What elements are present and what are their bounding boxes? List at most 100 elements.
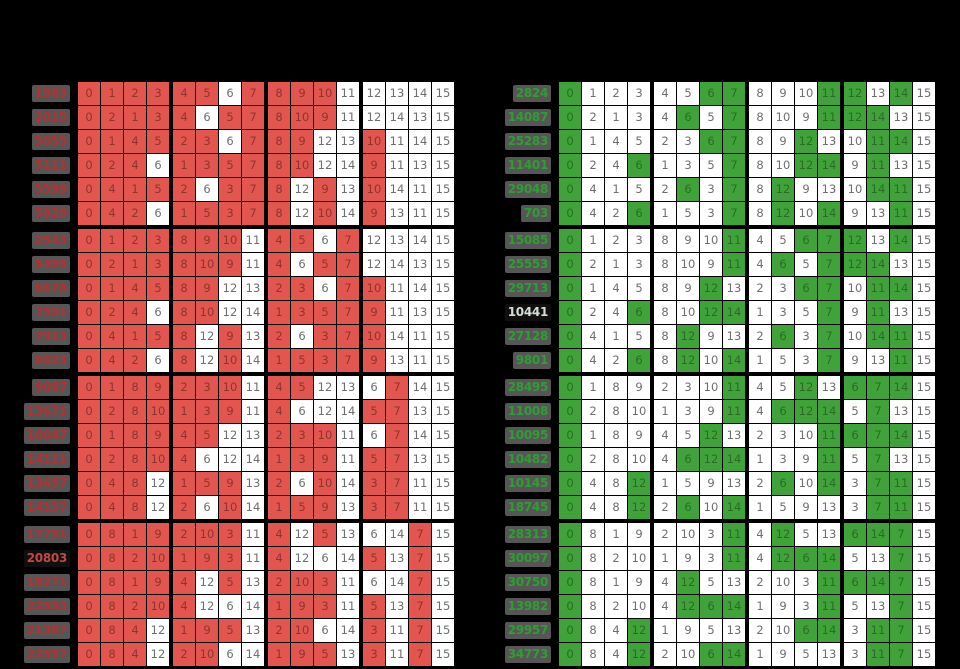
perm-cell: 13 (242, 472, 264, 495)
row-label: 6678 (31, 280, 70, 297)
table-row: 703 0 4 2 6 1 5 3 7 8 12 10 14 9 13 11 15 (495, 202, 935, 225)
perm-cell-highlighted: 11 (723, 229, 745, 252)
perm-cell: 12 (314, 130, 336, 153)
perm-cell-highlighted: 4 (124, 130, 146, 153)
perm-cell: 15 (913, 523, 935, 546)
table-row: 5599 0 4 1 5 2 6 3 7 8 12 9 13 10 14 11 15 (14, 178, 454, 201)
row-label-cell: 27128 (495, 325, 551, 348)
perm-cell: 8 (582, 643, 604, 666)
row-label: 5929 (31, 205, 70, 222)
perm-cell-highlighted: 8 (124, 424, 146, 447)
table-row: 2015 0 2 1 3 4 6 5 7 8 10 9 11 12 14 13 15 (14, 106, 454, 129)
perm-cell: 8 (605, 376, 627, 399)
row-label-cell: 10482 (495, 448, 551, 471)
perm-cell: 5 (844, 547, 866, 570)
perm-cell: 14 (386, 178, 408, 201)
perm-cell-highlighted: 7 (867, 424, 889, 447)
perm-cell-highlighted: 2 (101, 106, 123, 129)
perm-cell-highlighted: 6 (844, 424, 866, 447)
perm-cell-highlighted: 7 (409, 595, 431, 618)
perm-cell-highlighted: 8 (124, 400, 146, 423)
perm-cell: 9 (795, 448, 817, 471)
perm-cell: 15 (913, 448, 935, 471)
perm-cell-highlighted: 8 (124, 448, 146, 471)
perm-cell-highlighted: 2 (101, 154, 123, 177)
perm-cell-highlighted: 3 (147, 253, 169, 276)
perm-cell: 4 (749, 229, 771, 252)
perm-cell-highlighted: 3 (219, 178, 241, 201)
row-label-cell: 5599 (14, 178, 70, 201)
perm-cell: 2 (749, 277, 771, 300)
row-label-cell: 22557 (14, 643, 70, 666)
perm-cell: 1 (749, 349, 771, 372)
perm-cell-highlighted: 7 (409, 523, 431, 546)
row-label-cell: 9087 (14, 376, 70, 399)
perm-cell-highlighted: 14 (867, 178, 889, 201)
perm-cell-highlighted: 4 (173, 424, 195, 447)
perm-cell: 1 (654, 619, 676, 642)
perm-cell-highlighted: 2 (124, 349, 146, 372)
row-label-cell: 10145 (495, 472, 551, 495)
perm-cell: 12 (219, 277, 241, 300)
perm-cell-highlighted: 0 (559, 547, 581, 570)
perm-cell-highlighted: 10 (314, 424, 336, 447)
perm-cell-highlighted: 4 (101, 496, 123, 519)
perm-cell-highlighted: 14 (867, 571, 889, 594)
perm-cell: 4 (605, 277, 627, 300)
perm-cell: 15 (432, 643, 454, 666)
perm-cell-highlighted: 4 (173, 448, 195, 471)
perm-cell: 5 (628, 325, 650, 348)
perm-cell-highlighted: 14 (723, 349, 745, 372)
perm-cell-highlighted: 12 (772, 202, 794, 225)
row-label-cell: 5055 (14, 130, 70, 153)
perm-cell: 13 (818, 178, 840, 201)
perm-cell-highlighted: 12 (677, 571, 699, 594)
perm-cell-highlighted: 4 (101, 202, 123, 225)
perm-cell: 15 (432, 325, 454, 348)
perm-cell: 13 (723, 424, 745, 447)
perm-cell-highlighted: 7 (242, 154, 264, 177)
perm-cell: 2 (582, 400, 604, 423)
perm-cell: 10 (795, 202, 817, 225)
perm-cell-highlighted: 0 (78, 523, 100, 546)
perm-cell-highlighted: 7 (242, 130, 264, 153)
perm-cell-highlighted: 7 (409, 619, 431, 642)
perm-cell-highlighted: 8 (173, 301, 195, 324)
perm-cell-highlighted: 4 (268, 400, 290, 423)
perm-cell-highlighted: 3 (363, 496, 385, 519)
row-label: 9801 (512, 352, 551, 369)
perm-cell: 15 (432, 253, 454, 276)
table-row: 5495 0 2 1 3 8 10 9 11 4 6 5 7 12 14 13 15 (14, 253, 454, 276)
perm-cell: 1 (749, 643, 771, 666)
row-label: 11008 (504, 403, 551, 420)
perm-cell: 12 (363, 82, 385, 105)
perm-cell: 2 (654, 496, 676, 519)
perm-cell: 5 (677, 202, 699, 225)
perm-cell-highlighted: 0 (78, 349, 100, 372)
table-row: 14087 0 2 1 3 4 6 5 7 8 10 9 11 12 14 13 15 (495, 106, 935, 129)
perm-cell: 13 (409, 106, 431, 129)
table-row: 5929 0 4 2 6 1 5 3 7 8 12 10 14 9 13 11 15 (14, 202, 454, 225)
perm-cell: 1 (582, 130, 604, 153)
perm-cell: 15 (913, 154, 935, 177)
perm-cell-highlighted: 7 (386, 448, 408, 471)
perm-cell-highlighted: 14 (818, 619, 840, 642)
row-label-cell: 28495 (495, 376, 551, 399)
perm-cell: 13 (818, 130, 840, 153)
perm-cell-highlighted: 1 (101, 82, 123, 105)
perm-cell: 8 (654, 229, 676, 252)
perm-cell-highlighted: 2 (268, 619, 290, 642)
perm-cell: 15 (913, 82, 935, 105)
perm-cell-highlighted: 3 (314, 349, 336, 372)
perm-cell-highlighted: 1 (268, 496, 290, 519)
perm-cell: 3 (844, 643, 866, 666)
perm-cell-highlighted: 14 (723, 496, 745, 519)
perm-cell-highlighted: 0 (559, 301, 581, 324)
perm-cell-highlighted: 10 (219, 229, 241, 252)
perm-cell-highlighted: 0 (78, 547, 100, 570)
perm-cell-highlighted: 6 (677, 496, 699, 519)
perm-cell: 11 (386, 301, 408, 324)
perm-cell-highlighted: 0 (559, 178, 581, 201)
perm-cell-highlighted: 0 (559, 253, 581, 276)
perm-cell-highlighted: 2 (101, 253, 123, 276)
